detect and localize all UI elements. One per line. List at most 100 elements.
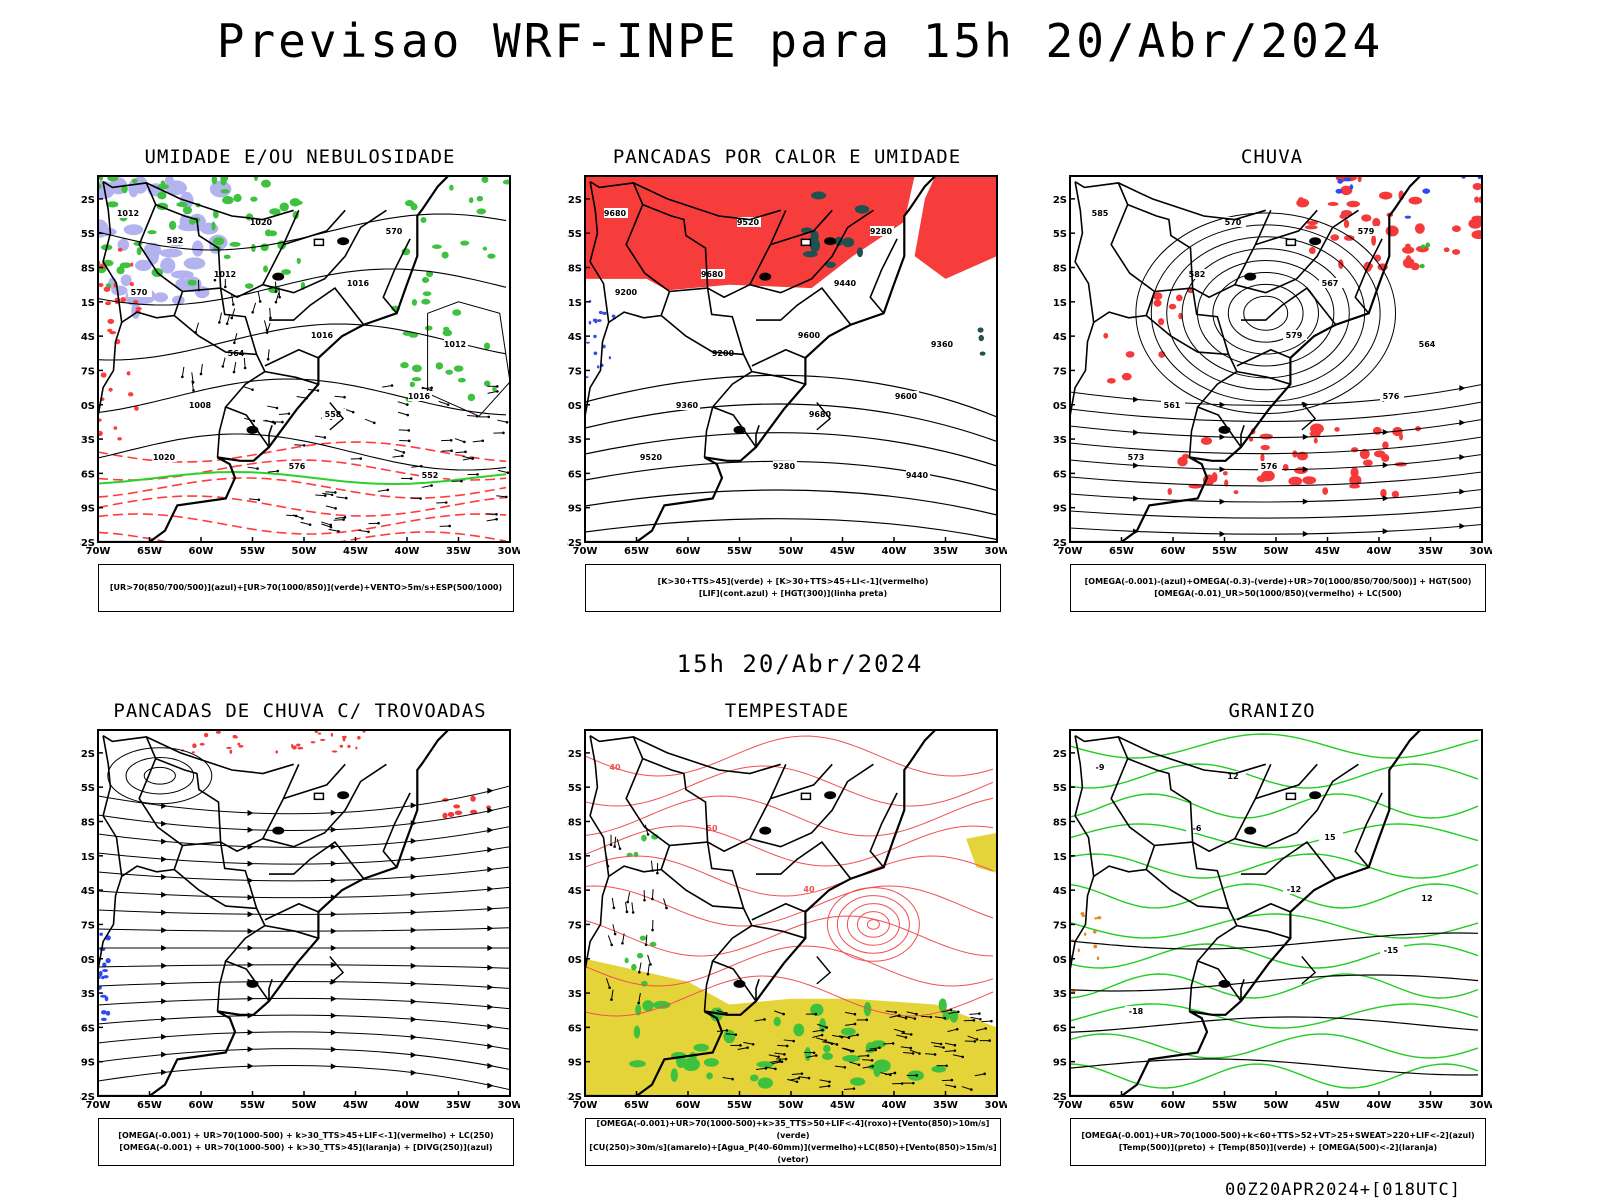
lat-label: 33S (1052, 989, 1067, 1000)
geopotential-contour (1070, 383, 1482, 406)
wind-vector (815, 1037, 826, 1042)
wind-area-green (850, 1077, 866, 1086)
humidity-mid-area (160, 257, 176, 274)
wind-vector (975, 1027, 986, 1032)
streamline-arrow (247, 945, 254, 951)
wind-vector-head (613, 845, 616, 848)
wind-vector-head (269, 316, 272, 320)
lat-label: 21S (1052, 298, 1067, 309)
geopotential-contour (1150, 224, 1381, 403)
contour-label-bg (128, 287, 152, 297)
humidity-low-area (502, 179, 510, 185)
lat-label: 39S (1052, 1058, 1067, 1069)
wind-vector (934, 1016, 945, 1019)
rain-area-red (1309, 430, 1321, 438)
rain-area-red (1168, 303, 1177, 310)
wind-vector-head (972, 1019, 976, 1022)
wind-vector-head (909, 1033, 913, 1036)
contour-label: 1020 (153, 453, 176, 462)
wind-vector-head (891, 1042, 895, 1045)
wind-vector (944, 1084, 955, 1088)
height-contour (585, 518, 997, 541)
panel-umidade: UMIDADE E/OU NEBULOSIDADE 1012 1012 1016 10… (80, 146, 520, 626)
country-border (770, 763, 833, 800)
rain-area-blue (1335, 188, 1343, 194)
streamline-arrow (487, 846, 494, 853)
wind-vector-head (613, 932, 617, 936)
streamline-arrow (161, 1016, 168, 1023)
lon-label: 35W (446, 546, 471, 557)
lat-label: 33S (80, 989, 95, 1000)
wind-vector-head (243, 366, 247, 370)
wind-vector (321, 521, 331, 526)
convective-cell (134, 405, 139, 411)
rain-area-red (1472, 183, 1482, 191)
wind-vector-head (778, 1059, 782, 1063)
humidity-low-area (411, 364, 422, 373)
wind-vector (631, 902, 634, 913)
map-granizo: -9 -6 -12 -15 -18 12 15 12 12S 15S 18S 21S 24S 27S 30S… (1052, 729, 1492, 1111)
wind-vector (651, 888, 654, 900)
wind-vector-head (807, 1076, 811, 1080)
map-content: 1012 1012 1016 1016 1020 1020 1016 1012 1008 576 5… (98, 176, 510, 542)
federal-district (800, 792, 812, 801)
humidity-low-area (435, 362, 444, 370)
wind-vector-head (792, 1039, 795, 1043)
country-border (173, 868, 257, 910)
temperature-850-contour (1070, 1033, 1479, 1059)
country-border (585, 322, 610, 430)
contour-label-bg (286, 461, 310, 471)
field-layer: 1012 1012 1016 1016 1020 1020 1016 1012 1008 576 5… (98, 176, 510, 542)
temperature-500-contour (1070, 932, 1479, 950)
panel-tempestade: TEMPESTADE 40 50 40 12S 15S 18S 21S 24S 27S 30S 33… (567, 700, 1007, 1180)
wind-vector (325, 491, 336, 493)
lon-label: 40W (395, 546, 420, 557)
wind-vector-head (232, 370, 236, 374)
streamline-arrow (161, 1051, 168, 1058)
basemap (585, 176, 936, 542)
convective-cell (107, 328, 113, 333)
lon-label: 40W (882, 546, 907, 557)
lon-label: 45W (1315, 1100, 1340, 1111)
wind-vector-head (409, 477, 413, 480)
rain-area-red (1306, 220, 1318, 226)
contour-label: 12 (1227, 772, 1238, 781)
wind-vector-head (405, 403, 409, 406)
lon-label: 50W (292, 546, 317, 557)
contour-label-bg (311, 330, 335, 340)
country-border (1110, 204, 1155, 293)
rain-area-red (1349, 484, 1361, 489)
lake (1244, 272, 1257, 281)
contour-label-bg (834, 278, 858, 288)
pressure-contour (98, 433, 507, 471)
height-contour (585, 460, 997, 492)
humidity-low-area (187, 279, 197, 286)
wind-vector (765, 1066, 776, 1070)
low-level-streamline (846, 903, 900, 946)
lat-label: 21S (80, 852, 95, 863)
streamline-arrow (1219, 498, 1226, 505)
streamline (143, 766, 176, 785)
rain-area-red (1292, 450, 1298, 458)
wind-vector (267, 349, 270, 360)
basemap (585, 730, 936, 1096)
streamline-arrow (330, 877, 337, 884)
wind-vector-head (751, 1042, 755, 1046)
omega-area-orange (1077, 948, 1080, 953)
wind-vector (321, 523, 332, 528)
lat-label: 33S (567, 989, 582, 1000)
lat-label: 21S (1052, 852, 1067, 863)
wind-vector-head (950, 1078, 954, 1082)
contour-label: 1016 (347, 279, 370, 288)
coastline (98, 176, 449, 542)
wind-vector-head (900, 1082, 904, 1085)
wind-vector-head (407, 429, 411, 432)
convective-cell (120, 297, 126, 303)
wind-vector-head (505, 420, 509, 424)
rain-area-red (1153, 299, 1162, 307)
country-border (268, 425, 273, 448)
contour-label-bg (189, 400, 213, 410)
contour-label: 9680 (701, 270, 724, 279)
geopotential-contour (1166, 236, 1366, 391)
rain-area-red (1372, 217, 1381, 228)
